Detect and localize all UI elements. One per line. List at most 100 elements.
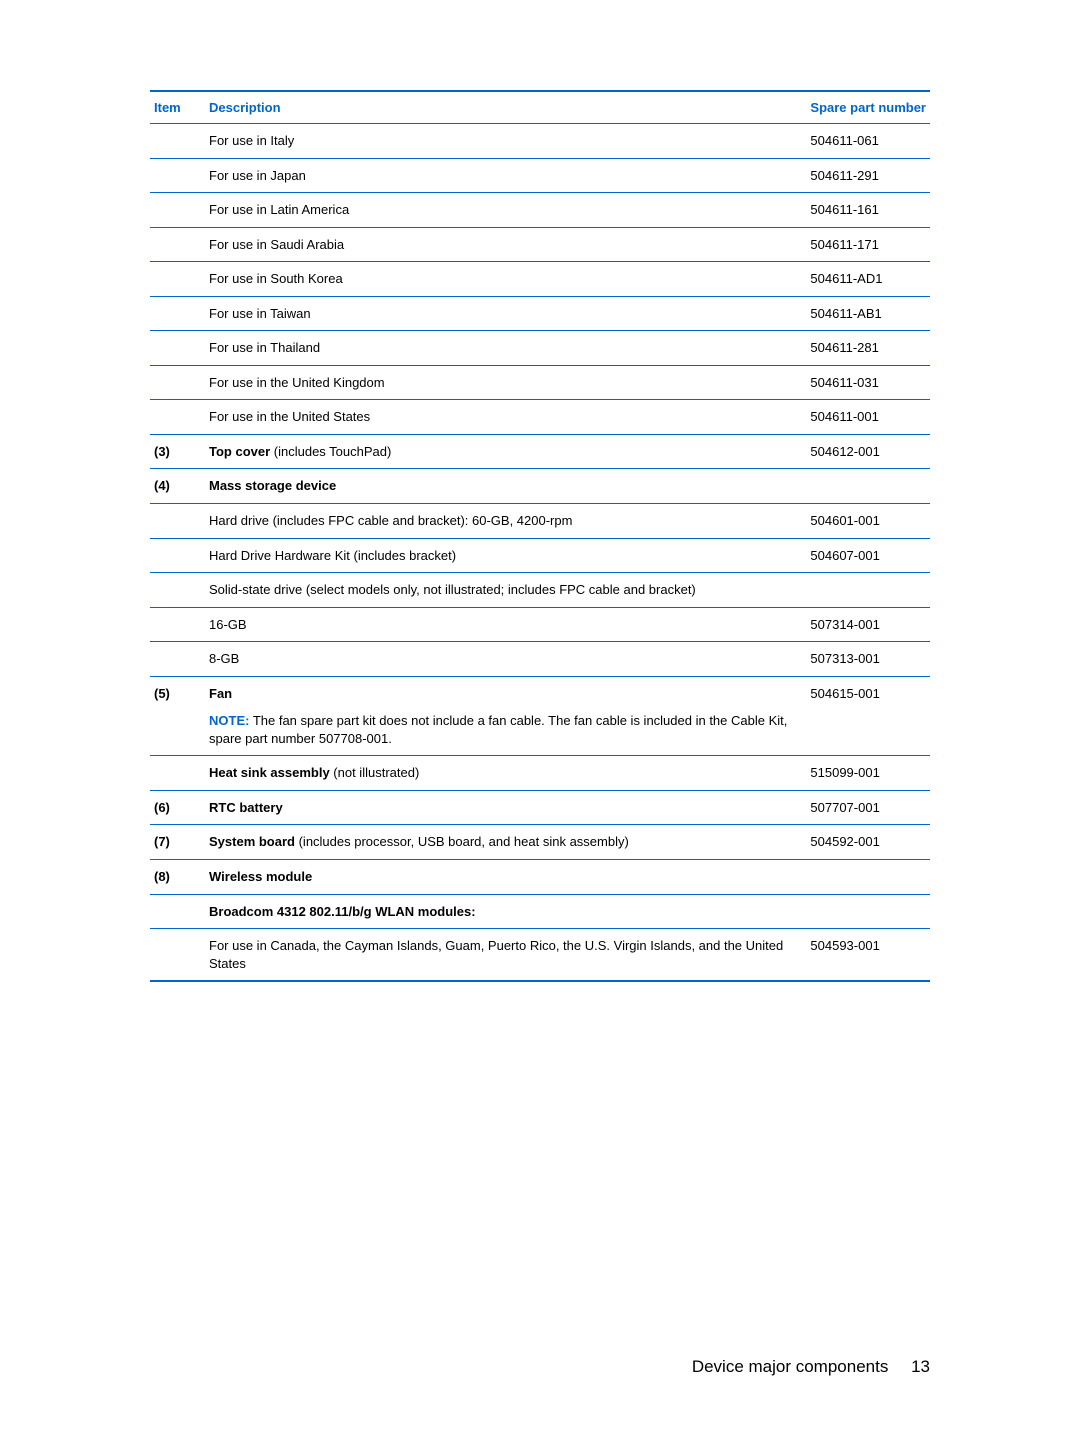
cell-spare-part-number (806, 860, 930, 895)
cell-spare-part-number: 507707-001 (806, 790, 930, 825)
table-row: For use in Japan504611-291 (150, 158, 930, 193)
cell-item (150, 227, 205, 262)
cell-spare-part-number: 504592-001 (806, 825, 930, 860)
col-header-item: Item (150, 91, 205, 124)
cell-item (150, 365, 205, 400)
cell-spare-part-number (806, 573, 930, 608)
cell-spare-part-number: 507313-001 (806, 642, 930, 677)
cell-spare-part-number: 504615-001 (806, 676, 930, 756)
cell-description: Hard drive (includes FPC cable and brack… (205, 504, 806, 539)
cell-item (150, 538, 205, 573)
table-row: Heat sink assembly (not illustrated)5150… (150, 756, 930, 791)
cell-item (150, 296, 205, 331)
cell-item (150, 894, 205, 929)
table-row: Hard Drive Hardware Kit (includes bracke… (150, 538, 930, 573)
cell-spare-part-number: 507314-001 (806, 607, 930, 642)
cell-spare-part-number: 504611-031 (806, 365, 930, 400)
parts-table: Item Description Spare part number For u… (150, 90, 930, 982)
cell-spare-part-number: 504611-001 (806, 400, 930, 435)
table-row: For use in Latin America504611-161 (150, 193, 930, 228)
table-row: For use in Saudi Arabia504611-171 (150, 227, 930, 262)
cell-item (150, 400, 205, 435)
cell-item (150, 158, 205, 193)
cell-item: (6) (150, 790, 205, 825)
cell-spare-part-number: 504611-061 (806, 124, 930, 159)
cell-description: 16-GB (205, 607, 806, 642)
cell-description: For use in South Korea (205, 262, 806, 297)
cell-spare-part-number (806, 469, 930, 504)
page-footer: Device major components 13 (692, 1357, 930, 1377)
table-row: (5)FanNOTE: The fan spare part kit does … (150, 676, 930, 756)
col-header-description: Description (205, 91, 806, 124)
cell-spare-part-number: 504611-AD1 (806, 262, 930, 297)
cell-spare-part-number: 504612-001 (806, 434, 930, 469)
table-row: 8-GB507313-001 (150, 642, 930, 677)
cell-description: RTC battery (205, 790, 806, 825)
cell-description: For use in Italy (205, 124, 806, 159)
table-row: For use in Taiwan504611-AB1 (150, 296, 930, 331)
col-header-spare: Spare part number (806, 91, 930, 124)
cell-description: For use in Canada, the Cayman Islands, G… (205, 929, 806, 982)
table-row: For use in Italy504611-061 (150, 124, 930, 159)
cell-item (150, 573, 205, 608)
cell-spare-part-number: 504607-001 (806, 538, 930, 573)
cell-spare-part-number: 504611-AB1 (806, 296, 930, 331)
cell-item (150, 124, 205, 159)
cell-description: Solid-state drive (select models only, n… (205, 573, 806, 608)
cell-item (150, 331, 205, 366)
cell-description: FanNOTE: The fan spare part kit does not… (205, 676, 806, 756)
table-row: For use in Thailand504611-281 (150, 331, 930, 366)
cell-spare-part-number: 504611-171 (806, 227, 930, 262)
cell-item: (7) (150, 825, 205, 860)
table-row: For use in the United States504611-001 (150, 400, 930, 435)
cell-spare-part-number (806, 894, 930, 929)
cell-item: (8) (150, 860, 205, 895)
cell-item (150, 929, 205, 982)
cell-spare-part-number: 504593-001 (806, 929, 930, 982)
cell-description: Mass storage device (205, 469, 806, 504)
cell-description: Top cover (includes TouchPad) (205, 434, 806, 469)
cell-description: Wireless module (205, 860, 806, 895)
cell-description: For use in Saudi Arabia (205, 227, 806, 262)
table-row: For use in South Korea504611-AD1 (150, 262, 930, 297)
page: Item Description Spare part number For u… (0, 0, 1080, 1437)
cell-spare-part-number: 504611-291 (806, 158, 930, 193)
cell-description: For use in Japan (205, 158, 806, 193)
cell-description: For use in Taiwan (205, 296, 806, 331)
cell-description: For use in the United Kingdom (205, 365, 806, 400)
cell-item (150, 607, 205, 642)
table-row: Solid-state drive (select models only, n… (150, 573, 930, 608)
cell-item (150, 642, 205, 677)
cell-item: (5) (150, 676, 205, 756)
cell-description: For use in Latin America (205, 193, 806, 228)
cell-spare-part-number: 504611-161 (806, 193, 930, 228)
cell-description: System board (includes processor, USB bo… (205, 825, 806, 860)
table-row: (4)Mass storage device (150, 469, 930, 504)
cell-description: Broadcom 4312 802.11/b/g WLAN modules: (205, 894, 806, 929)
table-row: 16-GB507314-001 (150, 607, 930, 642)
cell-description: 8-GB (205, 642, 806, 677)
cell-item: (4) (150, 469, 205, 504)
cell-item: (3) (150, 434, 205, 469)
cell-spare-part-number: 504611-281 (806, 331, 930, 366)
table-row: (3)Top cover (includes TouchPad)504612-0… (150, 434, 930, 469)
table-row: (6)RTC battery507707-001 (150, 790, 930, 825)
cell-item (150, 262, 205, 297)
table-row: (8)Wireless module (150, 860, 930, 895)
cell-description: Heat sink assembly (not illustrated) (205, 756, 806, 791)
table-row: (7)System board (includes processor, USB… (150, 825, 930, 860)
cell-spare-part-number: 515099-001 (806, 756, 930, 791)
table-row: For use in the United Kingdom504611-031 (150, 365, 930, 400)
cell-item (150, 504, 205, 539)
table-row: For use in Canada, the Cayman Islands, G… (150, 929, 930, 982)
parts-table-body: For use in Italy504611-061For use in Jap… (150, 124, 930, 982)
cell-item (150, 756, 205, 791)
cell-description: For use in Thailand (205, 331, 806, 366)
cell-item (150, 193, 205, 228)
footer-section-title: Device major components (692, 1357, 889, 1376)
table-row: Hard drive (includes FPC cable and brack… (150, 504, 930, 539)
cell-spare-part-number: 504601-001 (806, 504, 930, 539)
table-row: Broadcom 4312 802.11/b/g WLAN modules: (150, 894, 930, 929)
cell-description: Hard Drive Hardware Kit (includes bracke… (205, 538, 806, 573)
footer-page-number: 13 (911, 1357, 930, 1376)
